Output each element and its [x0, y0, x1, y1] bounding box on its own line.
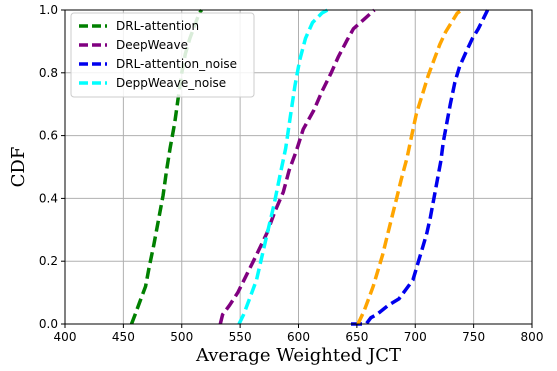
series-line-drl-attention-noise	[351, 9, 490, 326]
x-tick-label: 800	[521, 330, 544, 344]
y-tick-label: 0.2	[39, 254, 58, 268]
x-tick-label: 750	[462, 330, 485, 344]
y-axis-title: CDF	[8, 147, 29, 188]
legend-label: DRL-attention	[116, 19, 199, 33]
x-axis-title: Average Weighted JCT	[195, 345, 401, 366]
x-tick-label: 700	[404, 330, 427, 344]
x-tick-label: 550	[229, 330, 252, 344]
x-tick-label: 650	[345, 330, 368, 344]
y-tick-label: 0.8	[39, 66, 58, 80]
y-tick-label: 0.0	[39, 317, 58, 331]
y-tick-label: 1.0	[39, 3, 58, 17]
legend: DRL-attention DeepWeave DRL-attention_nois…	[70, 12, 255, 98]
x-tick-label: 500	[170, 330, 193, 344]
y-tick-label: 0.4	[39, 191, 58, 205]
x-tick-label: 400	[54, 330, 77, 344]
legend-label: DRL-attention_noise	[116, 57, 237, 71]
series-line-deppweave-noise	[237, 8, 329, 325]
legend-label: DeepWeave	[116, 38, 188, 52]
legend-box	[70, 12, 255, 98]
series-line-unlabeled-4	[356, 8, 463, 325]
y-tick-label: 0.6	[39, 129, 58, 143]
x-tick-label: 450	[112, 330, 135, 344]
series-line-deepweave	[218, 8, 376, 325]
axis-ticks: 400 450 500 550 600 650 700 750 800 0.0 0.2 0.4 0.6 0…	[39, 3, 544, 344]
legend-label: DeppWeave_noise	[116, 76, 226, 90]
x-tick-label: 600	[287, 330, 310, 344]
